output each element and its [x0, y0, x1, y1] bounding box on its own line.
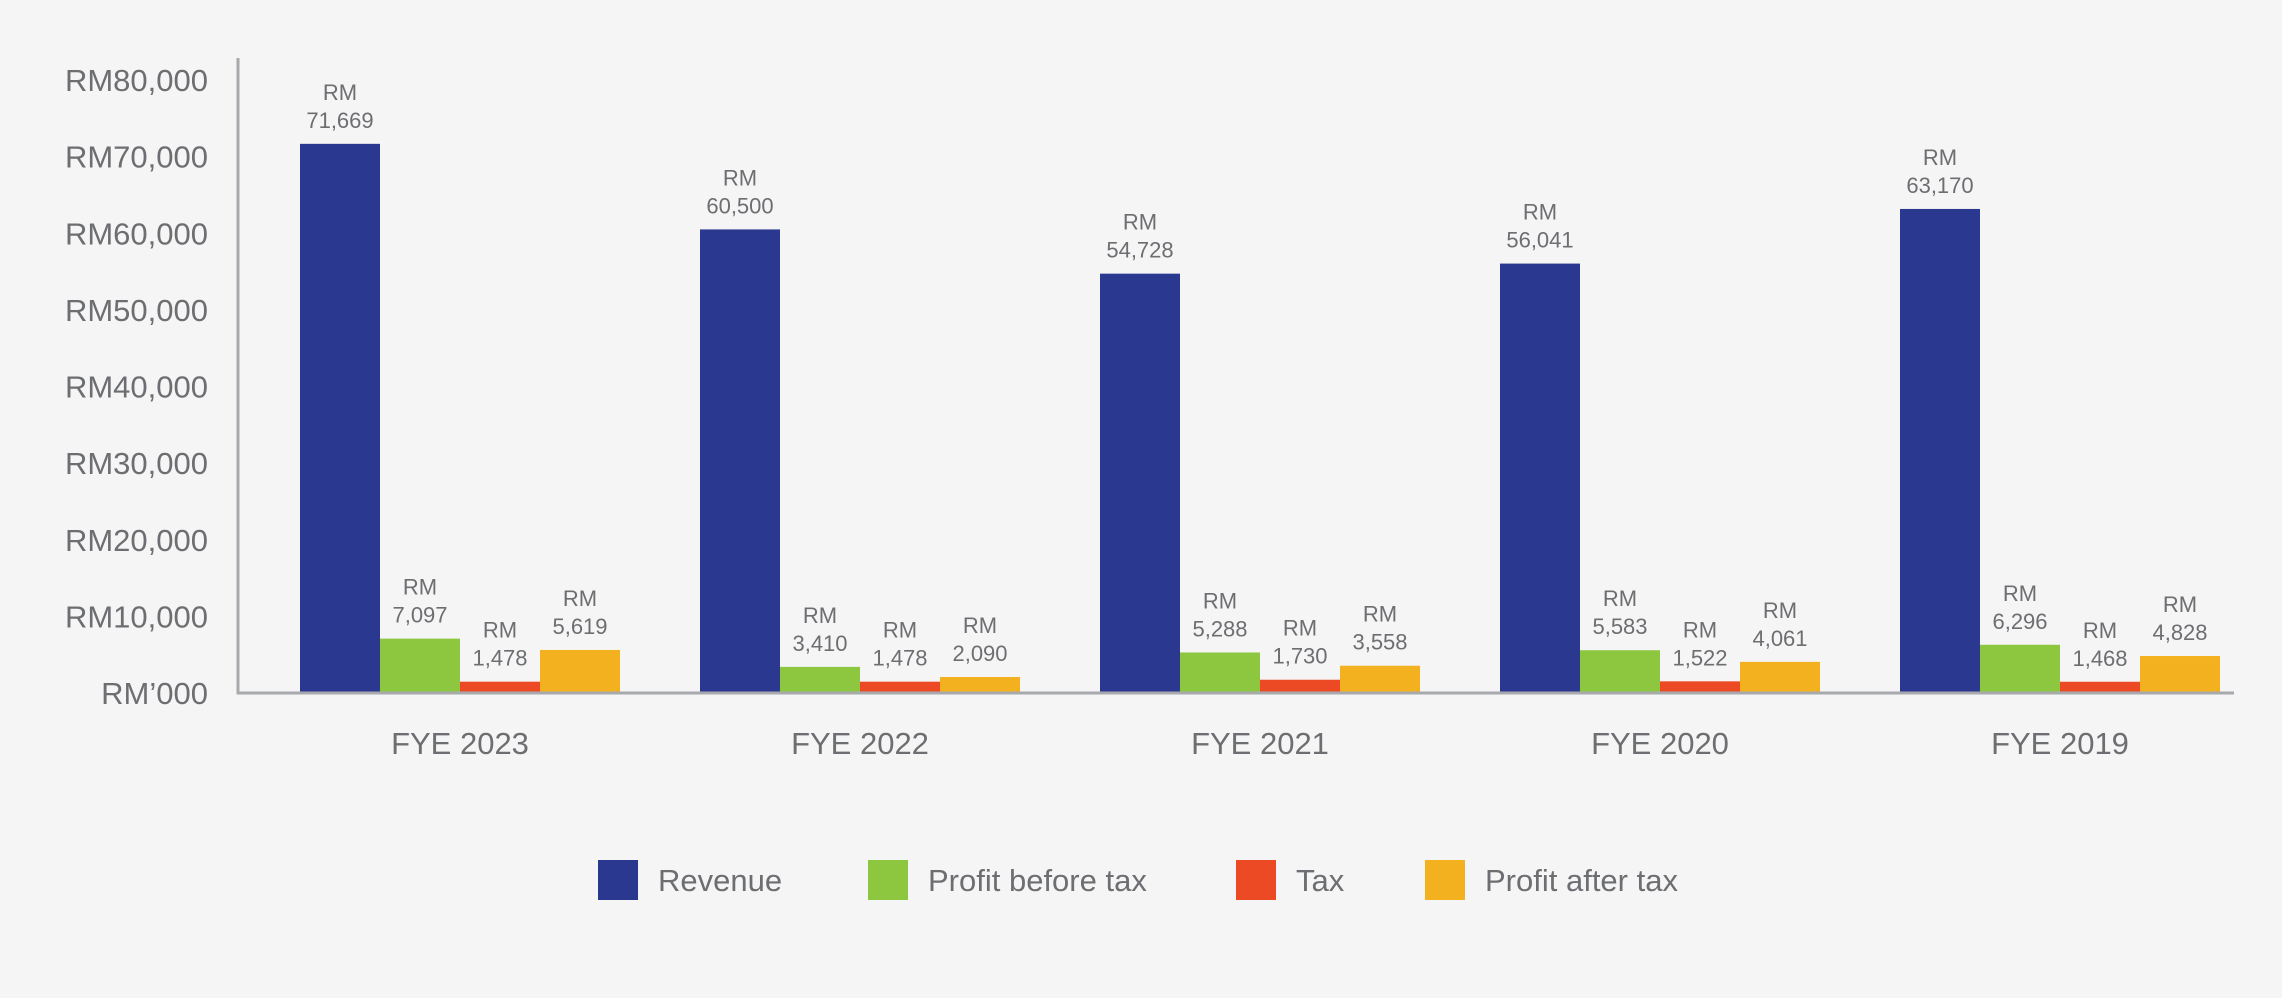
- x-category-label: FYE 2020: [1591, 726, 1729, 761]
- bar-revenue: [700, 229, 780, 693]
- data-label-value: 5,288: [1192, 616, 1247, 641]
- legend-label: Tax: [1296, 863, 1345, 898]
- data-label-value: 3,558: [1352, 630, 1407, 655]
- data-label-value: 1,522: [1672, 645, 1727, 670]
- legend-swatch-revenue: [598, 860, 638, 900]
- bar-revenue: [1100, 273, 1180, 693]
- x-category-label: FYE 2019: [1991, 726, 2129, 761]
- data-label-value: 54,728: [1106, 238, 1173, 263]
- data-label-value: 1,730: [1272, 644, 1327, 669]
- data-label-prefix: RM: [2003, 581, 2037, 606]
- data-label-value: 7,097: [392, 603, 447, 628]
- x-category-label: FYE 2022: [791, 726, 929, 761]
- bar-profit-before-tax: [380, 638, 460, 693]
- y-tick-label: RM30,000: [65, 446, 208, 481]
- data-label-value: 56,041: [1506, 228, 1573, 253]
- bar-tax: [1660, 681, 1740, 693]
- data-label-prefix: RM: [403, 575, 437, 600]
- y-tick-label: RM60,000: [65, 216, 208, 251]
- axes-group: [236, 58, 2234, 695]
- bar-revenue: [1900, 208, 1980, 693]
- data-label-prefix: RM: [1203, 588, 1237, 613]
- data-label-prefix: RM: [1363, 602, 1397, 627]
- bar-tax: [1260, 679, 1340, 693]
- bar-profit-before-tax: [1580, 650, 1660, 693]
- bar-profit-after-tax: [2140, 656, 2220, 693]
- legend: Revenue Profit before tax Tax Profit after …: [598, 860, 1678, 900]
- y-tick-label: RM20,000: [65, 523, 208, 558]
- y-tick-label: RM’000: [101, 676, 208, 711]
- bar-tax: [860, 681, 940, 693]
- x-category-label: FYE 2023: [391, 726, 529, 761]
- data-label-prefix: RM: [323, 80, 357, 105]
- data-label-value: 4,061: [1752, 626, 1807, 651]
- legend-swatch-tax: [1236, 860, 1276, 900]
- legend-label: Profit before tax: [928, 863, 1147, 898]
- y-tick-label: RM50,000: [65, 293, 208, 328]
- data-label-prefix: RM: [1683, 617, 1717, 642]
- bar-tax: [2060, 681, 2140, 693]
- bar-revenue: [1500, 263, 1580, 693]
- legend-label: Revenue: [658, 863, 782, 898]
- data-label-value: 63,170: [1906, 173, 1973, 198]
- bar-revenue: [300, 143, 380, 693]
- x-category-label: FYE 2021: [1191, 726, 1329, 761]
- data-label-value: 4,828: [2152, 620, 2207, 645]
- y-tick-label: RM10,000: [65, 599, 208, 634]
- data-label-value: 6,296: [1992, 609, 2047, 634]
- data-label-prefix: RM: [723, 165, 757, 190]
- data-label-value: 1,478: [472, 646, 527, 671]
- data-label-prefix: RM: [2163, 592, 2197, 617]
- data-label-value: 5,619: [552, 614, 607, 639]
- data-label-value: 3,410: [792, 631, 847, 656]
- data-label-prefix: RM: [2083, 618, 2117, 643]
- y-tick-label: RM70,000: [65, 140, 208, 175]
- bar-profit-after-tax: [540, 649, 620, 693]
- bar-profit-before-tax: [1980, 644, 2060, 693]
- data-label-value: 1,478: [872, 646, 927, 671]
- data-label-prefix: RM: [963, 613, 997, 638]
- data-label-prefix: RM: [883, 618, 917, 643]
- x-axis-labels: FYE 2023 FYE 2022 FYE 2021 FYE 2020 FYE 2019: [391, 726, 2129, 761]
- bar-profit-after-tax: [1340, 665, 1420, 693]
- bar-profit-after-tax: [940, 676, 1020, 693]
- data-label-prefix: RM: [1603, 586, 1637, 611]
- legend-label: Profit after tax: [1485, 863, 1678, 898]
- data-label-prefix: RM: [1123, 210, 1157, 235]
- y-tick-label: RM40,000: [65, 370, 208, 405]
- data-label-value: 2,090: [952, 641, 1007, 666]
- bar-profit-before-tax: [1180, 652, 1260, 693]
- bar-profit-before-tax: [780, 666, 860, 693]
- data-label-prefix: RM: [1923, 145, 1957, 170]
- data-label-prefix: RM: [1523, 200, 1557, 225]
- data-label-value: 71,669: [306, 108, 373, 133]
- data-label-value: 5,583: [1592, 614, 1647, 639]
- data-label-prefix: RM: [1283, 616, 1317, 641]
- data-label-prefix: RM: [563, 586, 597, 611]
- legend-swatch-profit-after-tax: [1425, 860, 1465, 900]
- bars-group: [300, 143, 2220, 693]
- bar-profit-after-tax: [1740, 661, 1820, 693]
- y-axis-ticks: RM’000 RM10,000 RM20,000 RM30,000 RM40,000 RM…: [65, 63, 208, 711]
- data-label-prefix: RM: [1763, 598, 1797, 623]
- data-label-prefix: RM: [483, 618, 517, 643]
- legend-swatch-profit-before-tax: [868, 860, 908, 900]
- y-tick-label: RM80,000: [65, 63, 208, 98]
- bar-tax: [460, 681, 540, 693]
- data-label-prefix: RM: [803, 603, 837, 628]
- data-label-value: 1,468: [2072, 646, 2127, 671]
- data-label-value: 60,500: [706, 193, 773, 218]
- data-labels-group: RM 71,669 RM 7,097 RM 1,478 RM 5,619 RM 60,500 RM 3…: [306, 80, 2207, 671]
